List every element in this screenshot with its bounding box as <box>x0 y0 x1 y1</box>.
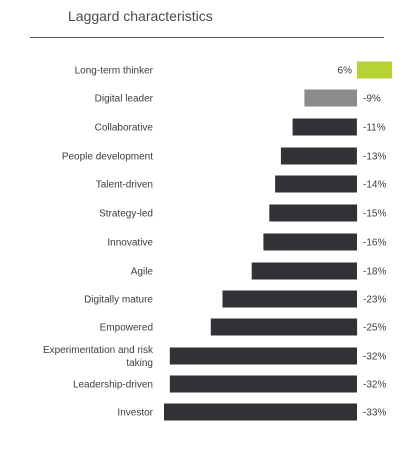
data-label: -23% <box>363 295 386 306</box>
category-label: Investor <box>117 408 153 419</box>
category-label: Leadership-driven <box>73 380 153 391</box>
data-label: -25% <box>363 323 386 334</box>
bar-strategy-led <box>269 204 358 222</box>
bar-collaborative <box>292 118 357 136</box>
category-label: Innovative <box>107 238 153 249</box>
bar-innovative <box>263 233 357 251</box>
data-label: -32% <box>363 380 386 391</box>
data-label: -33% <box>363 408 386 419</box>
bar-empowered <box>210 318 358 336</box>
data-label: -32% <box>363 352 386 363</box>
data-label: -9% <box>363 94 381 105</box>
chart-title: Laggard characteristics <box>68 8 213 24</box>
category-label: Strategy-led <box>99 209 153 220</box>
bar-long-term-thinker <box>357 61 393 79</box>
category-label: Digitally mature <box>84 295 153 306</box>
category-label: Digital leader <box>95 94 154 105</box>
bar-talent-driven <box>275 175 357 193</box>
title-divider <box>30 37 384 38</box>
data-label: -11% <box>363 123 386 134</box>
category-label: Empowered <box>100 323 153 334</box>
category-label: Agile <box>131 267 154 278</box>
category-label: Collaborative <box>95 123 154 134</box>
data-label: -18% <box>363 267 386 278</box>
data-label: -14% <box>363 180 386 191</box>
bar-experimentation-and-risk-taking <box>169 347 357 365</box>
bar-people-development <box>280 147 357 165</box>
bar-investor <box>164 403 357 421</box>
category-label: Long-term thinker <box>75 66 154 77</box>
bar-digital-leader <box>304 89 357 107</box>
bar-agile <box>251 262 357 280</box>
bar-leadership-driven <box>169 375 357 393</box>
data-label: -16% <box>363 238 386 249</box>
data-label: 6% <box>338 66 353 77</box>
category-label: Talent-driven <box>96 180 153 191</box>
category-label: People development <box>62 152 153 163</box>
category-label: Experimentation and risk taking <box>43 345 154 369</box>
data-label: -15% <box>363 209 386 220</box>
data-label: -13% <box>363 152 386 163</box>
bar-digitally-mature <box>222 290 357 308</box>
